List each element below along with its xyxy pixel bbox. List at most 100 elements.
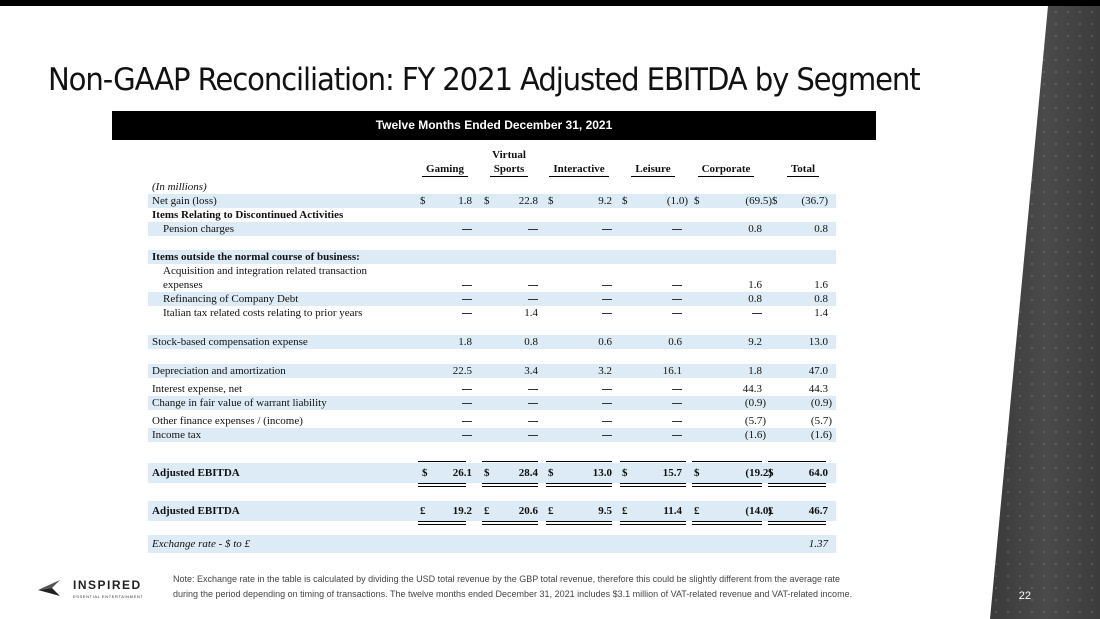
total-rule (482, 461, 538, 462)
cell-gaming (438, 292, 472, 306)
total-rule (418, 461, 466, 462)
cell-virtual-sports (502, 222, 538, 236)
cell-interactive (574, 414, 612, 428)
cell-total: 0.8 (814, 223, 828, 235)
cell-leisure: 15.7 (662, 467, 682, 479)
double-rule (546, 521, 612, 525)
row-label: Refinancing of Company Debt (163, 293, 299, 305)
row-label: Pension charges (163, 223, 234, 235)
cell-total: 44.3 (808, 383, 828, 395)
cell-total: (0.9) (810, 397, 832, 409)
cell-interactive: 9.2 (598, 195, 612, 207)
slide-title: Non-GAAP Reconciliation: FY 2021 Adjuste… (48, 62, 921, 98)
row-label: Acquisition and integration related tran… (163, 265, 368, 277)
top-bar (0, 0, 1100, 6)
row-label: Exchange rate - $ to £ (152, 538, 251, 550)
cell-virtual-sports (502, 292, 538, 306)
total-rule (546, 461, 612, 462)
currency-symbol: $ (622, 195, 628, 207)
cell-gaming: 1.8 (458, 195, 472, 207)
row-label: Interest expense, net (152, 383, 243, 395)
units-label: (In millions) (152, 181, 207, 193)
currency-symbol: $ (694, 467, 700, 479)
cell-gaming: 1.8 (458, 336, 472, 348)
double-rule (768, 483, 826, 487)
cell-leisure (648, 278, 682, 292)
cell-total: (5.7) (810, 415, 832, 427)
cell-leisure (648, 222, 682, 236)
double-rule (768, 521, 826, 525)
cell-leisure (648, 382, 682, 396)
period-header-bar: Twelve Months Ended December 31, 2021 (112, 111, 876, 140)
table-row: expenses 1.6 1.6 (148, 278, 836, 292)
cell-gaming: 19.2 (452, 505, 472, 517)
adjusted-ebitda-usd-row: Adjusted EBITDA $ 26.1 $ 28.4 $ 13.0 $ 1… (148, 463, 836, 483)
cell-interactive (574, 396, 612, 410)
cell-virtual-sports (502, 414, 538, 428)
cell-virtual-sports (502, 382, 538, 396)
inspired-logo-icon (38, 580, 60, 596)
col-head-total: Total (780, 162, 826, 177)
cell-corporate: 1.8 (748, 365, 762, 377)
cell-corporate (718, 306, 762, 320)
cell-total: 1.6 (814, 279, 828, 291)
cell-total: 47.0 (808, 365, 828, 377)
cell-gaming: 22.5 (452, 365, 472, 377)
currency-symbol: $ (548, 467, 554, 479)
row-label: Change in fair value of warrant liabilit… (152, 397, 327, 409)
cell-interactive: 0.6 (598, 336, 612, 348)
cell-corporate: (69.5) (745, 195, 772, 207)
cell-virtual-sports (502, 396, 538, 410)
cell-gaming (438, 222, 472, 236)
currency-symbol: £ (420, 505, 426, 517)
cell-leisure (648, 396, 682, 410)
currency-symbol: £ (768, 505, 774, 517)
currency-symbol: $ (420, 195, 426, 207)
cell-gaming (438, 414, 472, 428)
adjusted-ebitda-gbp-row: Adjusted EBITDA £ 19.2 £ 20.6 £ 9.5 £ 11… (148, 501, 836, 521)
cell-corporate: 1.6 (748, 279, 762, 291)
total-rule (692, 461, 762, 462)
row-label: expenses (163, 279, 203, 291)
currency-symbol: $ (768, 467, 774, 479)
currency-symbol: $ (622, 467, 628, 479)
footnote: Note: Exchange rate in the table is calc… (173, 574, 853, 599)
cell-virtual-sports: 28.4 (518, 467, 538, 479)
row-label: Depreciation and amortization (152, 365, 286, 377)
cell-leisure: 0.6 (668, 336, 682, 348)
table-row: Other finance expenses / (income) (5.7) … (148, 414, 836, 428)
cell-interactive (574, 306, 612, 320)
currency-symbol: £ (622, 505, 628, 517)
cell-leisure: 11.4 (663, 505, 682, 517)
section-row: Items Relating to Discontinued Activitie… (148, 208, 836, 222)
currency-symbol: $ (422, 467, 428, 479)
double-rule (692, 483, 762, 487)
cell-gaming (438, 306, 472, 320)
cell-interactive (574, 382, 612, 396)
cell-interactive: 9.5 (598, 505, 612, 517)
section-row: Items outside the normal course of busin… (148, 250, 836, 264)
cell-leisure: (1.0) (666, 195, 688, 207)
cell-virtual-sports: 20.6 (518, 505, 538, 517)
cell-leisure (648, 414, 682, 428)
cell-interactive: 13.0 (592, 467, 612, 479)
total-rule (620, 461, 686, 462)
table-row: Refinancing of Company Debt 0.8 0.8 (148, 292, 836, 306)
table-row: Italian tax related costs relating to pr… (148, 306, 836, 320)
total-rule (768, 461, 826, 462)
cell-gaming (438, 278, 472, 292)
row-label: Other finance expenses / (income) (152, 415, 303, 427)
cell-total: 46.7 (808, 505, 828, 517)
cell-virtual-sports: 22.8 (518, 195, 538, 207)
cell-corporate: 0.8 (748, 223, 762, 235)
cell-gaming (438, 396, 472, 410)
cell-corporate: (0.9) (744, 397, 766, 409)
cell-leisure (648, 306, 682, 320)
row-label: Stock-based compensation expense (152, 336, 308, 348)
section-label: Items Relating to Discontinued Activitie… (152, 209, 344, 221)
cell-interactive (574, 428, 612, 442)
cell-total: (36.7) (801, 195, 828, 207)
cell-leisure (648, 292, 682, 306)
currency-symbol: £ (694, 505, 700, 517)
cell-interactive: 3.2 (598, 365, 612, 377)
